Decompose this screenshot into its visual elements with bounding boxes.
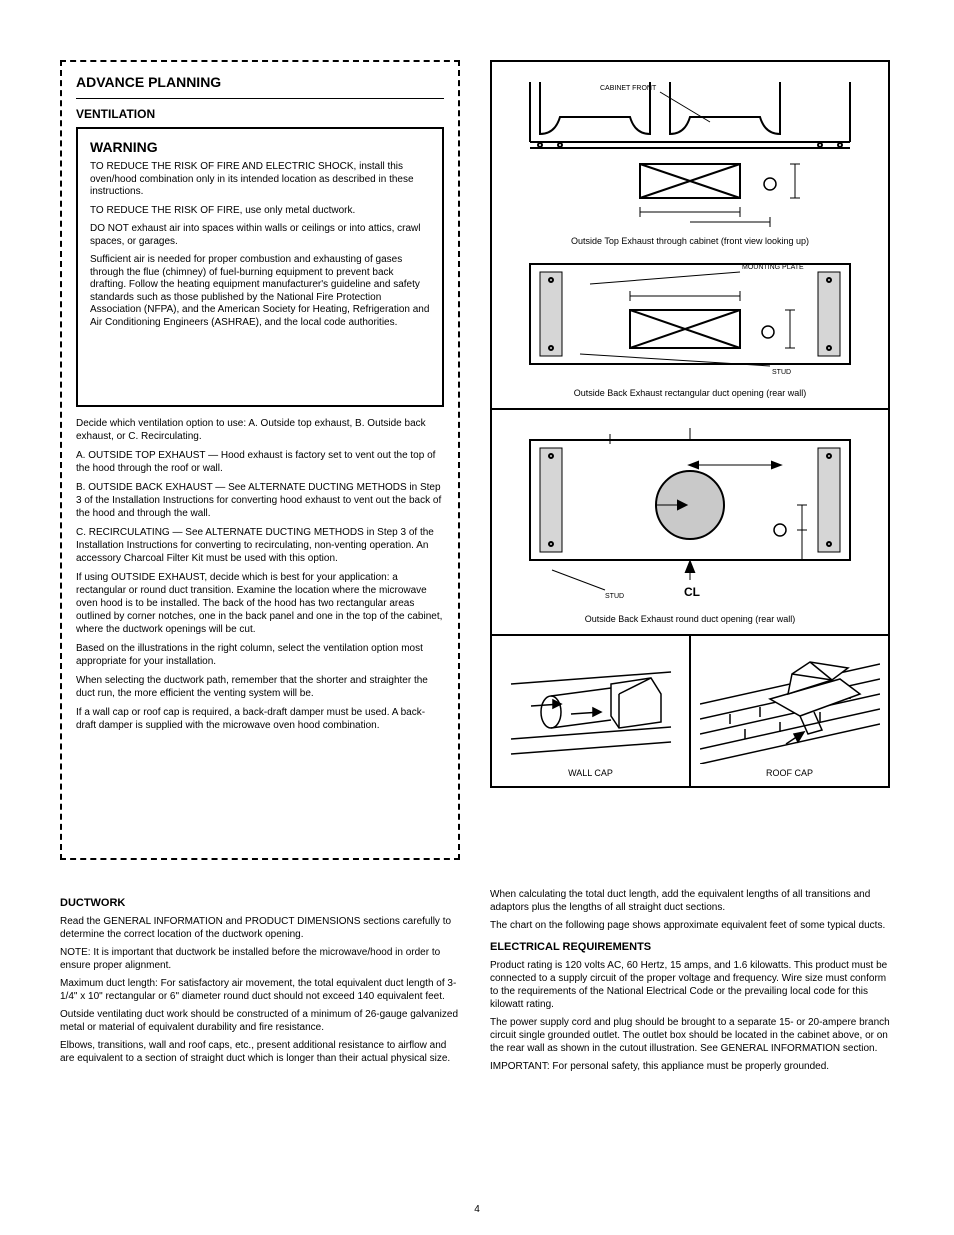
lower-p5: The chart on the following page shows ap…	[490, 919, 890, 932]
wall-cap-svg	[501, 644, 681, 764]
figure-row-3: WALL CAP	[492, 636, 888, 786]
divider	[76, 98, 444, 99]
body-p5: Based on the illustrations in the right …	[76, 642, 444, 668]
body-p3: C. RECIRCULATING — See ALTERNATE DUCTING…	[76, 526, 444, 565]
electrical-head: ELECTRICAL REQUIREMENTS	[490, 940, 890, 954]
page: ADVANCE PLANNING VENTILATION WARNING TO …	[0, 0, 954, 1235]
lower-p2: Maximum duct length: For satisfactory ai…	[60, 977, 460, 1003]
panel-body: Decide which ventilation option to use: …	[76, 417, 444, 732]
warning-heading: WARNING	[90, 139, 430, 155]
page-number: 4	[0, 1204, 954, 1215]
roof-cap-cell: ROOF CAP	[691, 636, 888, 786]
body-p7: If a wall cap or roof cap is required, a…	[76, 706, 444, 732]
fig3-caption: Outside Back Exhaust round duct opening …	[502, 614, 878, 624]
lower-p0: Read the GENERAL INFORMATION and PRODUCT…	[60, 915, 460, 941]
fig2-label-plate: MOUNTING PLATE	[742, 264, 804, 271]
figure-row-2: STUD CL Outside Back Exhaust round duct …	[492, 410, 888, 636]
body-p2: B. OUTSIDE BACK EXHAUST — See ALTERNATE …	[76, 481, 444, 520]
warning-p4: Sufficient air is needed for proper comb…	[90, 254, 430, 329]
panel-subtitle: VENTILATION	[76, 107, 444, 121]
figure-row-1: CABINET FRONT	[492, 62, 888, 410]
body-p1: A. OUTSIDE TOP EXHAUST — Hood exhaust is…	[76, 449, 444, 475]
warning-p2: TO REDUCE THE RISK OF FIRE, use only met…	[90, 205, 430, 218]
warning-p3: DO NOT exhaust air into spaces within wa…	[90, 223, 430, 248]
ductwork-head: DUCTWORK	[60, 896, 460, 910]
lower2-p2: IMPORTANT: For personal safety, this app…	[490, 1060, 890, 1073]
roof-cap-svg	[700, 644, 880, 764]
figure-block: CABINET FRONT	[490, 60, 890, 788]
fig2-caption: Outside Back Exhaust rectangular duct op…	[502, 388, 878, 398]
fig2-label-stud: STUD	[772, 369, 791, 376]
lower-body: DUCTWORK Read the GENERAL INFORMATION an…	[60, 888, 890, 1073]
fig1-label-front: CABINET FRONT	[600, 85, 657, 92]
fig3-label-cl: CL	[684, 585, 700, 599]
body-p0: Decide which ventilation option to use: …	[76, 417, 444, 443]
lower-p1: NOTE: It is important that ductwork be i…	[60, 946, 460, 972]
wall-cap-caption: WALL CAP	[500, 768, 681, 778]
fig3-label-stud: STUD	[605, 593, 624, 600]
lower2-p0: Product rating is 120 volts AC, 60 Hertz…	[490, 959, 890, 1011]
panel-title: ADVANCE PLANNING	[76, 74, 444, 90]
fig2-svg: MOUNTING PLATE STUD	[510, 254, 870, 384]
body-p6: When selecting the ductwork path, rememb…	[76, 674, 444, 700]
lower2-p1: The power supply cord and plug should be…	[490, 1016, 890, 1055]
fig1-caption: Outside Top Exhaust through cabinet (fro…	[502, 236, 878, 246]
fig3-svg: STUD CL	[510, 420, 870, 610]
warning-box: WARNING TO REDUCE THE RISK OF FIRE AND E…	[76, 127, 444, 407]
roof-cap-caption: ROOF CAP	[699, 768, 880, 778]
warning-p1: TO REDUCE THE RISK OF FIRE AND ELECTRIC …	[90, 161, 430, 199]
wall-cap-cell: WALL CAP	[492, 636, 691, 786]
advance-planning-panel: ADVANCE PLANNING VENTILATION WARNING TO …	[60, 60, 460, 860]
lower-p3: Outside ventilating duct work should be …	[60, 1008, 460, 1034]
body-p4: If using OUTSIDE EXHAUST, decide which i…	[76, 571, 444, 636]
fig1-svg: CABINET FRONT	[510, 72, 870, 232]
